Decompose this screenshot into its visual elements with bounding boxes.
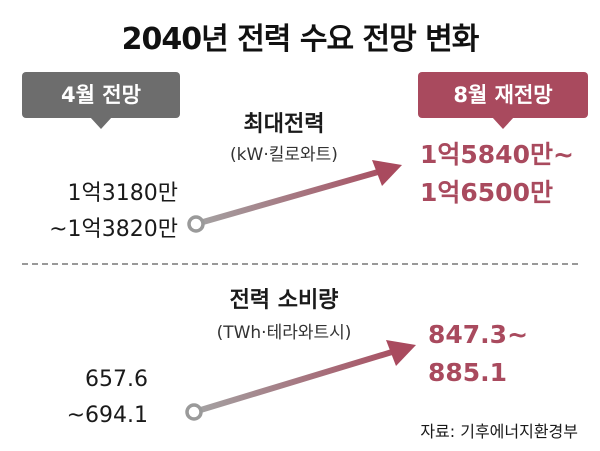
consumption-old-line1: 657.6: [85, 367, 148, 392]
peak-demand-title: 최대전력: [243, 112, 325, 137]
old-forecast-label: 4월 전망: [22, 72, 180, 129]
new-forecast-label: 8월 재전망: [418, 72, 588, 129]
source-note: 자료: 기후에너지환경부: [420, 422, 578, 441]
consumption-new-line1: 847.3~: [428, 320, 529, 349]
consumption-old-value: 657.6 ~694.1: [40, 362, 148, 434]
consumption-arrow: [185, 340, 416, 421]
peak-start-marker: [187, 215, 205, 233]
peak-demand-old-value: 1억3180만 ~1억3820만: [10, 176, 178, 248]
peak-new-line1: 1억5840만~: [420, 140, 574, 169]
consumption-unit: (TWh·테라와트시): [216, 323, 352, 343]
peak-old-line1: 1억3180만: [67, 181, 178, 206]
peak-new-line2: 1억6500만: [420, 178, 553, 207]
consumption-start-marker: [185, 403, 203, 421]
peak-demand-unit: (kW·킬로와트): [230, 145, 338, 165]
chart-title: 2040년 전력 수요 전망 변화: [121, 22, 480, 57]
consumption-new-value: 847.3~ 885.1: [428, 316, 588, 392]
consumption-new-line2: 885.1: [428, 358, 508, 387]
peak-old-line2: ~1억3820만: [49, 217, 178, 242]
peak-demand-new-value: 1억5840만~ 1억6500만: [420, 136, 598, 212]
consumption-title: 전력 소비량: [229, 288, 339, 313]
consumption-old-line2: ~694.1: [66, 403, 148, 428]
peak-demand-arrow: [187, 160, 402, 233]
section-divider: [22, 263, 578, 265]
